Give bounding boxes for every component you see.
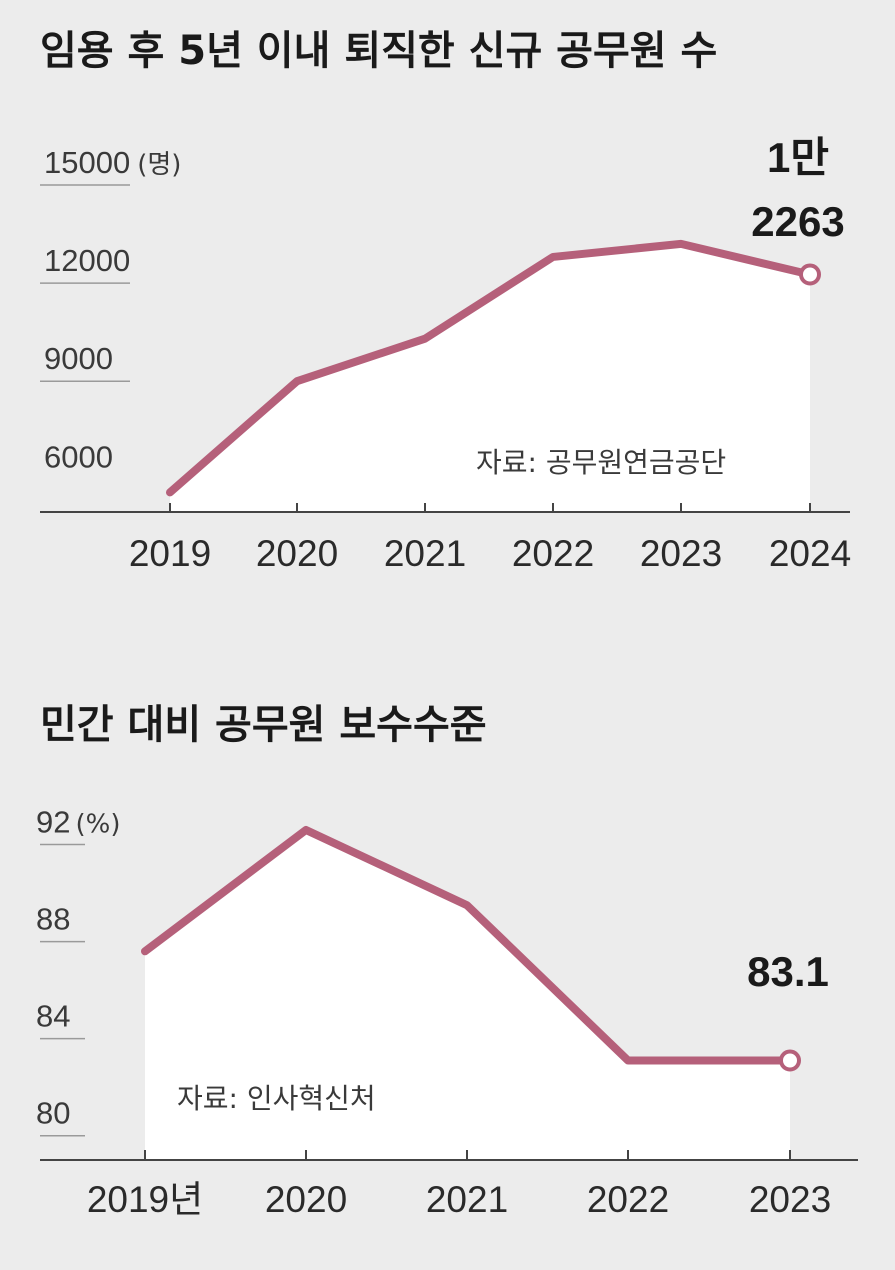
chart2-ytick-label: 88 <box>36 902 70 937</box>
chart1-series-line <box>166 239 814 497</box>
chart1-title: 임용 후 5년 이내 퇴직한 신규 공무원 수 <box>40 28 717 74</box>
chart2-xtick-label: 2020 <box>265 1179 347 1220</box>
chart2-ytick-label: 84 <box>36 999 70 1034</box>
chart2-source: 자료: 인사혁신처 <box>177 1082 376 1115</box>
chart1-callout-value: 1만 <box>767 134 829 181</box>
chart2-series-line <box>141 825 794 1065</box>
chart1-xtick-label: 2022 <box>512 533 594 574</box>
chart2-xtick-label: 2019년 <box>87 1179 203 1220</box>
chart2-area <box>145 829 790 1160</box>
chart2-end-point <box>779 1049 801 1072</box>
chart1-ytick-label: 12000 <box>44 243 130 278</box>
chart1-y-unit: (명) <box>137 150 181 180</box>
chart2-xtick-label: 2023 <box>749 1179 831 1220</box>
chart1-end-point <box>799 263 821 286</box>
chart1-xtick-label: 2021 <box>384 533 466 574</box>
chart1-area <box>170 243 810 513</box>
chart1-ytick-label: 9000 <box>44 341 113 376</box>
chart1-xtick-label: 2020 <box>256 533 338 574</box>
chart2-xtick-label: 2022 <box>587 1179 669 1220</box>
chart2-y-unit: (%) <box>75 810 120 840</box>
chart1-xtick-label: 2023 <box>640 533 722 574</box>
chart1-callout-value: 2263 <box>751 198 844 245</box>
chart1-ytick-label: 6000 <box>44 439 113 474</box>
chart2-ytick-label: 92 <box>36 805 70 840</box>
chart2-xtick-label: 2021 <box>426 1179 508 1220</box>
chart2-callout-value: 83.1 <box>747 948 829 995</box>
chart1-ytick-label: 15000 <box>44 145 130 180</box>
chart1-xtick-label: 2019 <box>129 533 211 574</box>
chart1-xtick-label: 2024 <box>769 533 851 574</box>
chart2-ytick-label: 80 <box>36 1096 70 1131</box>
chart2-title: 민간 대비 공무원 보수수준 <box>40 702 487 748</box>
chart1-source: 자료: 공무원연금공단 <box>476 446 726 479</box>
